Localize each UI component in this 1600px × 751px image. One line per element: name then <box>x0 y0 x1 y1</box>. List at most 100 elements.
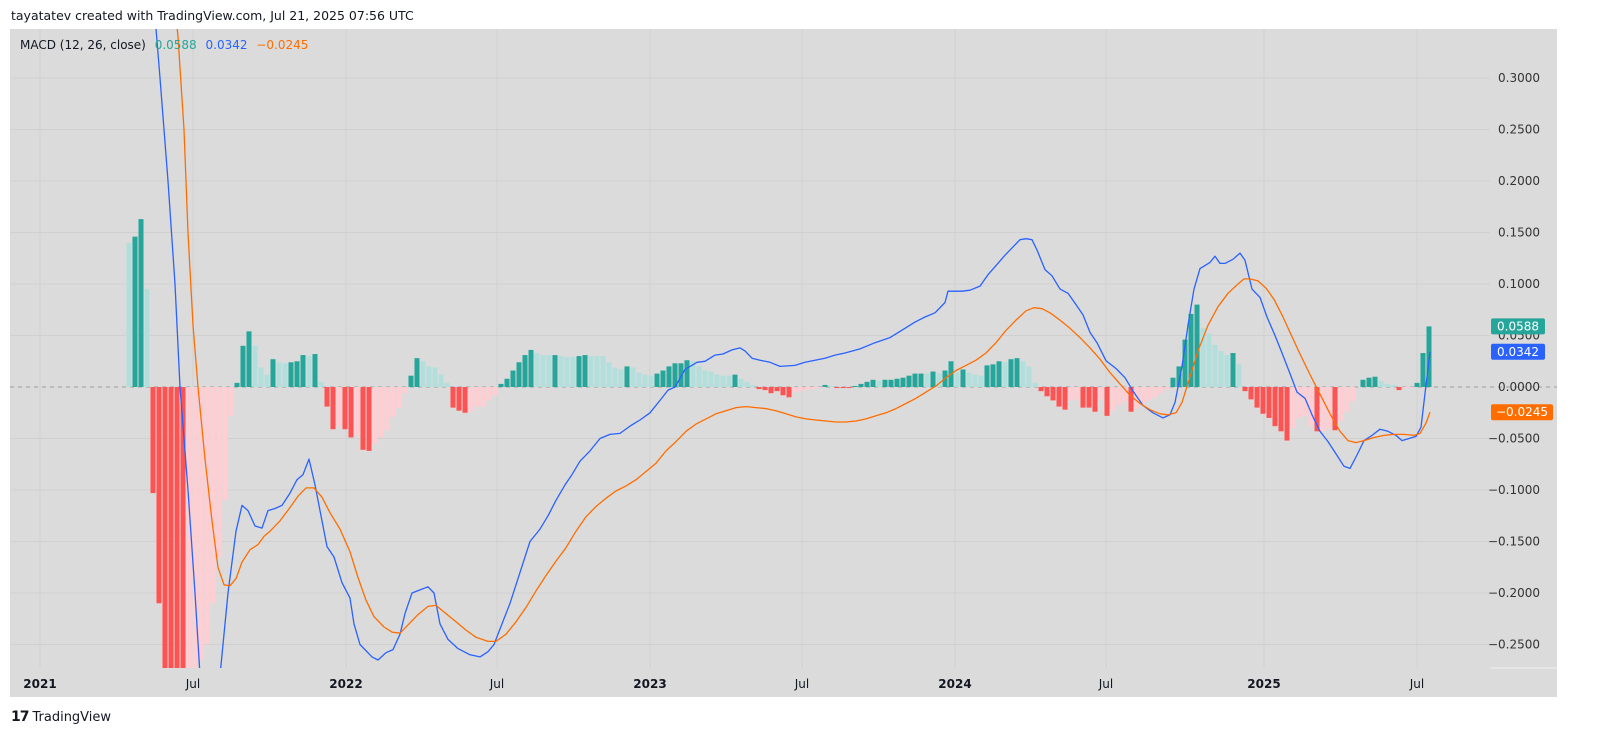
histogram-bar <box>438 374 444 387</box>
histogram-bar <box>930 371 936 387</box>
histogram-bar <box>918 373 924 387</box>
x-tick-label: 2024 <box>938 677 971 691</box>
histogram-bar <box>1200 328 1206 387</box>
chart-pane[interactable] <box>10 29 1557 697</box>
histogram-bar <box>198 387 204 660</box>
histogram-bar <box>672 363 678 387</box>
histogram-bar <box>360 387 366 450</box>
histogram-bar <box>1164 387 1170 390</box>
histogram-bar <box>1194 304 1200 387</box>
histogram-bar <box>1020 361 1026 387</box>
histogram-bar <box>828 385 834 387</box>
histogram-bar <box>1080 387 1086 408</box>
histogram-bar <box>354 387 360 436</box>
histogram-bar <box>1254 387 1260 408</box>
histogram-bar <box>144 289 150 387</box>
histogram-bar <box>312 354 318 387</box>
y-tick-label: 0.2500 <box>1498 123 1540 137</box>
histogram-bar <box>1366 377 1372 387</box>
histogram-bar <box>156 387 162 604</box>
histogram-bar <box>1396 387 1402 391</box>
histogram-bar <box>630 367 636 387</box>
histogram-bar <box>444 382 450 387</box>
histogram-bar <box>378 387 384 438</box>
histogram-bar <box>1332 387 1338 431</box>
y-tick-label: −0.1500 <box>1488 535 1540 549</box>
histogram-bar <box>552 355 558 387</box>
histogram-bar <box>1212 344 1218 387</box>
y-tick-label: −0.2500 <box>1488 638 1540 652</box>
histogram-bar <box>1296 387 1302 418</box>
histogram-bar <box>666 366 672 387</box>
histogram-bar <box>1110 387 1116 411</box>
histogram-bar <box>336 387 342 427</box>
tradingview-logo-icon: 17 <box>11 709 30 725</box>
histogram-bar <box>1068 387 1074 401</box>
histogram-bar <box>756 387 762 390</box>
histogram-bar <box>1378 380 1384 387</box>
histogram-bar <box>642 374 648 387</box>
histogram-bar <box>1104 387 1110 416</box>
histogram-bar <box>1116 387 1122 406</box>
x-tick-label: Jul <box>1409 677 1424 691</box>
histogram-bar <box>702 370 708 387</box>
time-axis[interactable]: 2021 Jul 2022 Jul 2023 Jul 2024 Jul 2025 Jul <box>23 677 1424 691</box>
histogram-bar <box>330 387 336 430</box>
histogram-bar <box>1344 387 1350 412</box>
histogram-bar <box>810 387 816 390</box>
histogram-bar <box>774 387 780 392</box>
histogram-bar <box>1248 387 1254 400</box>
x-tick-label: 2021 <box>23 677 56 691</box>
y-tick-label: 0.0000 <box>1498 380 1540 394</box>
histogram-bar <box>1038 387 1044 392</box>
histogram-bar <box>210 387 216 604</box>
histogram-bar <box>306 356 312 387</box>
histogram-bar <box>894 378 900 387</box>
histogram-bar <box>1158 387 1164 394</box>
indicator-name: MACD (12, 26, close) <box>20 38 146 52</box>
macd-histogram <box>126 219 1432 668</box>
histogram-bar <box>780 387 786 396</box>
histogram-bar <box>1008 359 1014 387</box>
histogram-bar <box>576 356 582 387</box>
histogram-bar <box>204 387 210 645</box>
histogram-bar <box>912 373 918 387</box>
indicator-legend[interactable]: MACD (12, 26, close) 0.0588 0.0342 −0.02… <box>20 38 313 52</box>
histogram-bar <box>618 369 624 387</box>
histogram-bar <box>498 383 504 387</box>
histogram-bar <box>246 331 252 387</box>
histogram-bar <box>1384 383 1390 387</box>
histogram-bar <box>324 387 330 407</box>
histogram-bar <box>486 387 492 401</box>
histogram-bar <box>222 387 228 501</box>
histogram-bar <box>684 360 690 387</box>
histogram-bar <box>186 387 192 668</box>
histogram-bar <box>792 387 798 393</box>
histogram-bar <box>462 387 468 413</box>
histogram-bar <box>1182 339 1188 387</box>
histogram-bar <box>318 381 324 387</box>
histogram-bar <box>1260 387 1266 414</box>
histogram-bar <box>858 383 864 387</box>
histogram-bar <box>294 361 300 387</box>
y-tick-label: −0.0500 <box>1488 432 1540 446</box>
histogram-bar <box>1170 377 1176 387</box>
histogram-bar <box>1002 362 1008 387</box>
histogram-bar <box>1320 387 1326 432</box>
histogram-bar <box>1230 353 1236 387</box>
x-tick-label: 2025 <box>1247 677 1280 691</box>
histogram-bar <box>1414 382 1420 387</box>
price-axis[interactable]: 0.30000.25000.20000.15000.10000.05000.00… <box>1488 71 1557 669</box>
tradingview-footer[interactable]: 17 TradingView <box>11 709 111 725</box>
histogram-bar <box>1308 387 1314 427</box>
histogram-bar <box>954 372 960 387</box>
histogram-bar <box>1032 382 1038 387</box>
histogram-bar <box>882 379 888 387</box>
histogram-bar <box>648 375 654 387</box>
histogram-bar <box>1014 358 1020 387</box>
histogram-bar <box>534 353 540 387</box>
histogram-bar <box>300 355 306 387</box>
x-tick-label: 2023 <box>633 677 666 691</box>
histogram-bar <box>936 373 942 387</box>
